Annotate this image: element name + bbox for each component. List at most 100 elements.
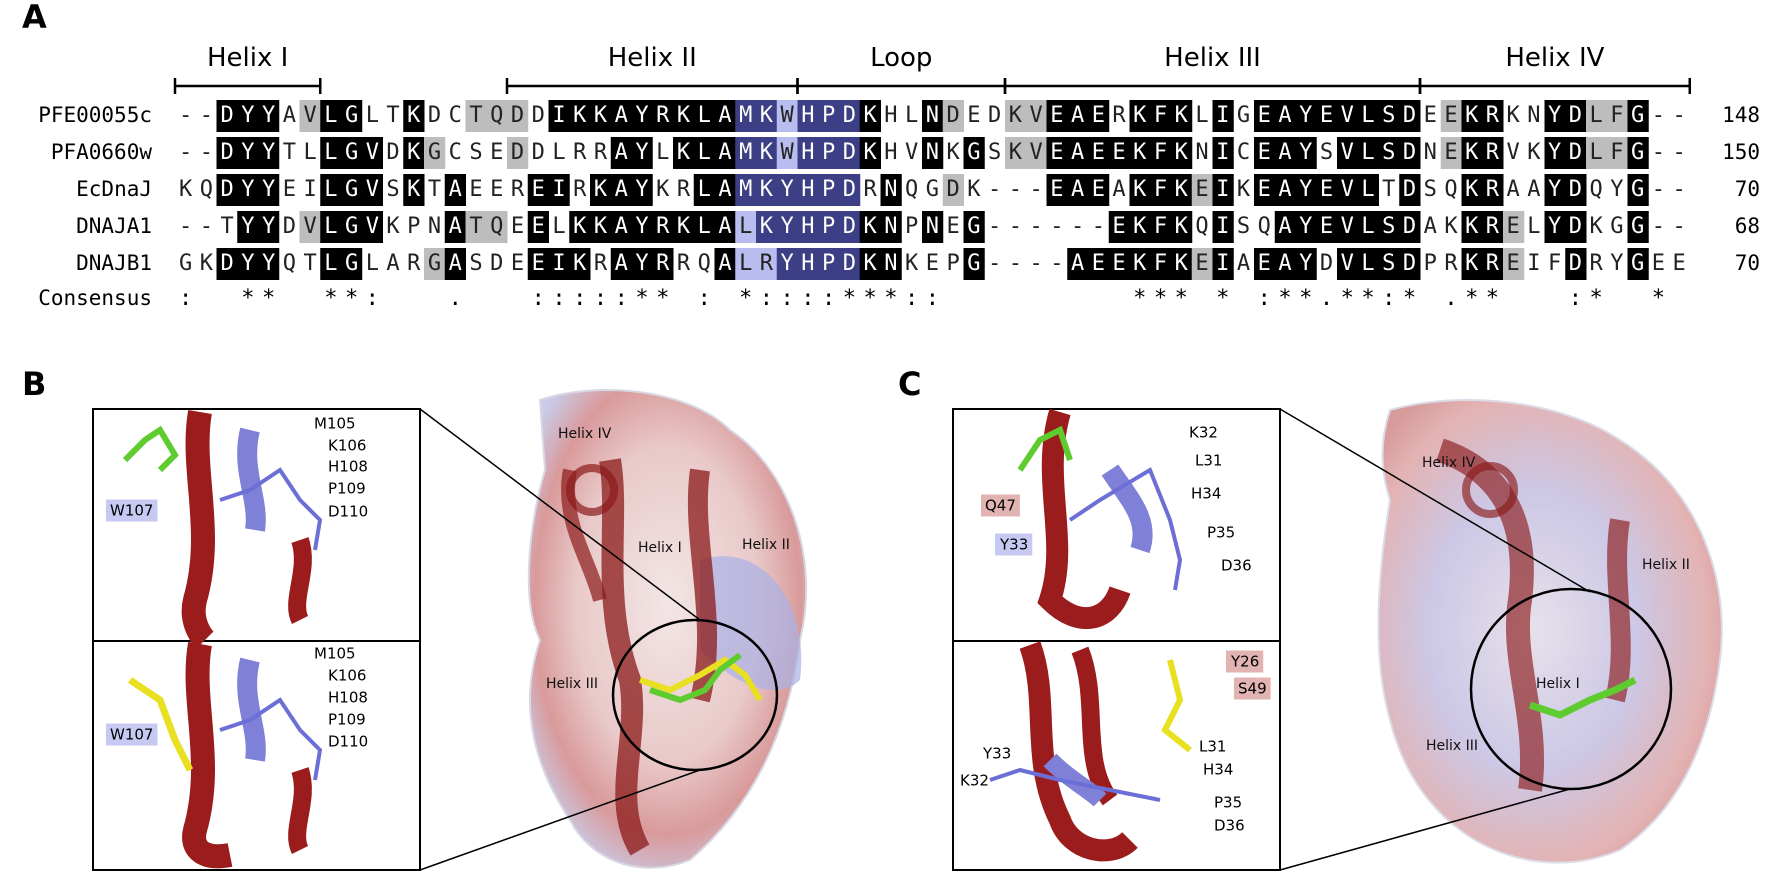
residue-shade — [1212, 100, 1234, 132]
residue-shade — [361, 137, 383, 169]
residue-shade — [341, 248, 363, 280]
label-highlight — [995, 533, 1033, 556]
residue-shade — [1088, 100, 1110, 132]
residue-shade — [1503, 211, 1525, 243]
residue-shade — [839, 248, 861, 280]
residue-shade — [1337, 211, 1359, 243]
residue-shade — [1399, 174, 1421, 206]
residue-shade — [320, 137, 342, 169]
ligand — [128, 677, 194, 772]
helix-label: Helix II — [742, 537, 790, 553]
residue-shade — [1150, 137, 1172, 169]
label-highlight — [106, 499, 158, 522]
residue-label: L31 — [1195, 452, 1222, 470]
residue-shade — [320, 211, 342, 243]
residue-shade — [735, 137, 757, 169]
residue-label: D36 — [1214, 817, 1245, 835]
ligand — [1528, 676, 1637, 719]
residue-shade — [548, 100, 570, 132]
structure-c — [952, 399, 1723, 871]
residue-shade — [486, 100, 508, 132]
residue-shade — [735, 100, 757, 132]
residue-label: P35 — [1207, 524, 1235, 542]
residue-shade — [631, 174, 653, 206]
residue-shade — [258, 100, 280, 132]
residue-shade — [735, 211, 757, 243]
residue-shade — [693, 211, 715, 243]
helix — [1101, 464, 1153, 554]
helix — [687, 468, 718, 703]
residue-shade — [1254, 174, 1276, 206]
residue-shade — [216, 100, 238, 132]
residue-shade — [1357, 248, 1379, 280]
residue-label: P35 — [1214, 794, 1242, 812]
residue-shade — [1005, 100, 1027, 132]
sequence: --DYYTLLGVDKGCSEDDLRRAYLKLAMKWHPDKHVNKGS… — [179, 140, 1686, 165]
residue-shade — [1212, 211, 1234, 243]
residue-shade — [859, 137, 881, 169]
residue-shade — [756, 174, 778, 206]
residue-shade — [610, 211, 632, 243]
residue-shade — [714, 211, 736, 243]
residue-shade — [797, 137, 819, 169]
residue-shade — [1544, 100, 1566, 132]
residue-label: W107 — [110, 502, 153, 520]
helix — [288, 767, 312, 855]
ligand — [122, 425, 179, 473]
residue-shade — [1129, 174, 1151, 206]
residue-shade — [1627, 248, 1649, 280]
residue-shade — [859, 211, 881, 243]
zoom-line — [1279, 408, 1591, 593]
residue-shade — [756, 100, 778, 132]
residue-shade — [1316, 174, 1338, 206]
residue-shade — [1316, 100, 1338, 132]
residue-shade — [527, 248, 549, 280]
residue-shade — [258, 248, 280, 280]
residue-shade — [216, 248, 238, 280]
residue-shade — [403, 174, 425, 206]
residue-shade — [652, 211, 674, 243]
residue-shade — [1108, 137, 1130, 169]
residue-shade — [569, 211, 591, 243]
residue-shade — [1627, 174, 1649, 206]
residue-shade — [735, 174, 757, 206]
residue-label: Y26 — [1230, 653, 1259, 671]
residue-shade — [444, 174, 466, 206]
residue-shade — [1586, 137, 1608, 169]
residue-shade — [1357, 174, 1379, 206]
residue-shade — [1171, 137, 1193, 169]
residue-shade — [1565, 211, 1587, 243]
residue-shade — [1544, 137, 1566, 169]
residue-shade — [403, 100, 425, 132]
residue-shade — [673, 137, 695, 169]
sequence-name: DNAJB1 — [76, 251, 152, 275]
sequence-end: 70 — [1735, 177, 1760, 201]
residue-shade — [610, 137, 632, 169]
sequence-name: PFA0660w — [51, 140, 153, 164]
residue-shade — [486, 211, 508, 243]
sequence-end: 70 — [1735, 251, 1760, 275]
ligand — [639, 656, 763, 702]
residue-shade — [237, 211, 259, 243]
residue-shade — [818, 248, 840, 280]
helix — [288, 537, 312, 625]
residue-shade — [1150, 100, 1172, 132]
residue-shade — [444, 248, 466, 280]
residue-shade — [942, 174, 964, 206]
residue-shade — [258, 211, 280, 243]
sequence-end: 148 — [1722, 103, 1760, 127]
residue-shade — [1274, 174, 1296, 206]
residue-sticks — [219, 697, 323, 781]
residue-shade — [818, 174, 840, 206]
residue-label: S49 — [1238, 680, 1267, 698]
residue-shade — [1067, 174, 1089, 206]
helix — [1435, 438, 1545, 792]
residue-label: M105 — [314, 645, 356, 663]
residue-shade — [776, 248, 798, 280]
ligand — [1161, 659, 1192, 753]
residue-shade — [1129, 137, 1151, 169]
residue-shade — [1046, 137, 1068, 169]
residue-shade — [507, 100, 529, 132]
residue-shade — [590, 211, 612, 243]
